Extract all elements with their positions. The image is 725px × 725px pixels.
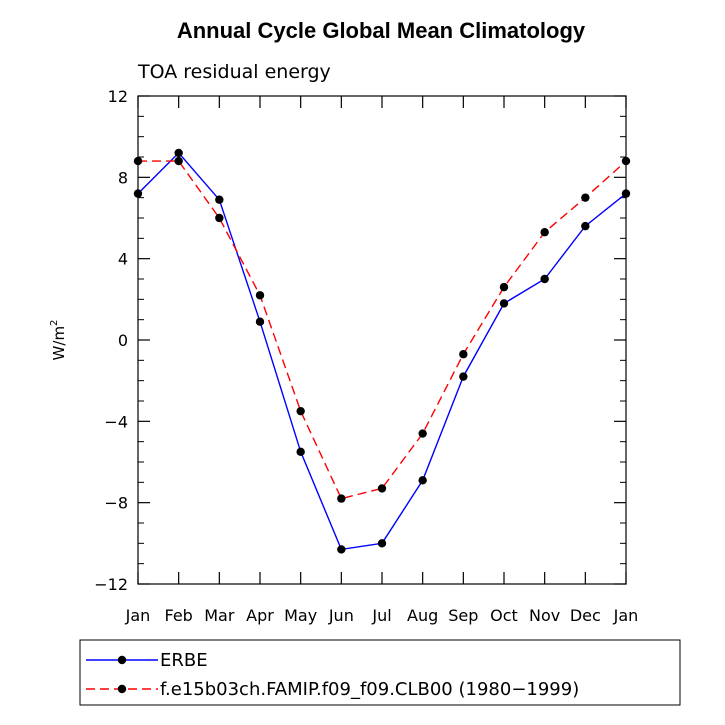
data-point-series-0 bbox=[377, 539, 387, 548]
plot-frame bbox=[137, 95, 627, 585]
data-point-series-0 bbox=[459, 372, 468, 381]
data-point-series-1 bbox=[255, 291, 265, 300]
data-point-series-1 bbox=[296, 406, 305, 416]
data-point-series-0 bbox=[540, 274, 549, 284]
legend-box bbox=[79, 639, 681, 706]
data-point-series-0 bbox=[296, 447, 305, 457]
data-point-series-0 bbox=[215, 195, 224, 204]
y-tick-label: 0 bbox=[118, 331, 128, 350]
y-axis-label: W/m2 bbox=[49, 320, 68, 361]
x-tick-label: Apr bbox=[246, 606, 274, 625]
data-point-series-1 bbox=[133, 156, 143, 166]
x-tick-label: Oct bbox=[490, 606, 518, 625]
legend-label-erbe: ERBE bbox=[160, 650, 208, 671]
data-point-series-1 bbox=[377, 484, 387, 493]
data-point-series-1 bbox=[337, 494, 346, 503]
data-point-series-1 bbox=[459, 350, 468, 359]
legend-marker-erbe bbox=[117, 655, 127, 665]
data-point-series-0 bbox=[337, 545, 346, 554]
x-tick-label: Mar bbox=[204, 606, 235, 625]
x-tick-label: Dec bbox=[570, 606, 601, 625]
data-point-series-1 bbox=[418, 429, 427, 438]
y-tick-label: −4 bbox=[104, 412, 128, 431]
series-line-1 bbox=[138, 160, 627, 500]
chart-title: Annual Cycle Global Mean Climatology bbox=[177, 18, 586, 43]
data-point-series-1 bbox=[581, 193, 590, 202]
plot-area: −12 −8 −4 0 4 8 12 Jan Feb Mar Apr May Jun Jul Aug Sep… bbox=[94, 87, 638, 625]
data-point-series-0 bbox=[174, 148, 183, 158]
x-tick-label: Jul bbox=[371, 606, 391, 625]
chart-subtitle: TOA residual energy bbox=[137, 61, 331, 83]
y-tick-label: −12 bbox=[94, 575, 128, 594]
x-tick-label: Sep bbox=[448, 606, 478, 625]
y-tick-label: 4 bbox=[118, 250, 128, 269]
data-point-series-0 bbox=[255, 317, 265, 326]
data-point-series-0 bbox=[418, 476, 427, 485]
y-tick-label: 12 bbox=[108, 87, 128, 106]
x-tick-label: Nov bbox=[529, 606, 560, 625]
y-tick-label: −8 bbox=[104, 494, 128, 513]
x-tick-label: Aug bbox=[407, 606, 438, 625]
data-point-series-0 bbox=[621, 189, 631, 198]
data-point-series-1 bbox=[621, 156, 631, 166]
x-tick-label: May bbox=[284, 606, 317, 625]
x-tick-label: Jan bbox=[125, 606, 151, 625]
y-tick-label: 8 bbox=[118, 168, 128, 187]
data-point-series-1 bbox=[174, 156, 183, 166]
legend-label-model: f.e15b03ch.FAMIP.f09_f09.CLB00 (1980−199… bbox=[160, 679, 579, 700]
data-point-series-1 bbox=[540, 228, 549, 237]
x-tick-label: Jan bbox=[613, 606, 639, 625]
legend-marker-model bbox=[117, 684, 127, 694]
data-point-series-0 bbox=[133, 189, 143, 198]
data-point-series-0 bbox=[581, 221, 590, 231]
x-tick-label: Jun bbox=[328, 606, 354, 625]
data-point-series-0 bbox=[499, 299, 509, 308]
x-tick-label: Feb bbox=[165, 606, 193, 625]
legend: ERBE f.e15b03ch.FAMIP.f09_f09.CLB00 (198… bbox=[79, 639, 681, 706]
data-point-series-1 bbox=[215, 213, 224, 223]
data-point-series-1 bbox=[499, 282, 509, 292]
